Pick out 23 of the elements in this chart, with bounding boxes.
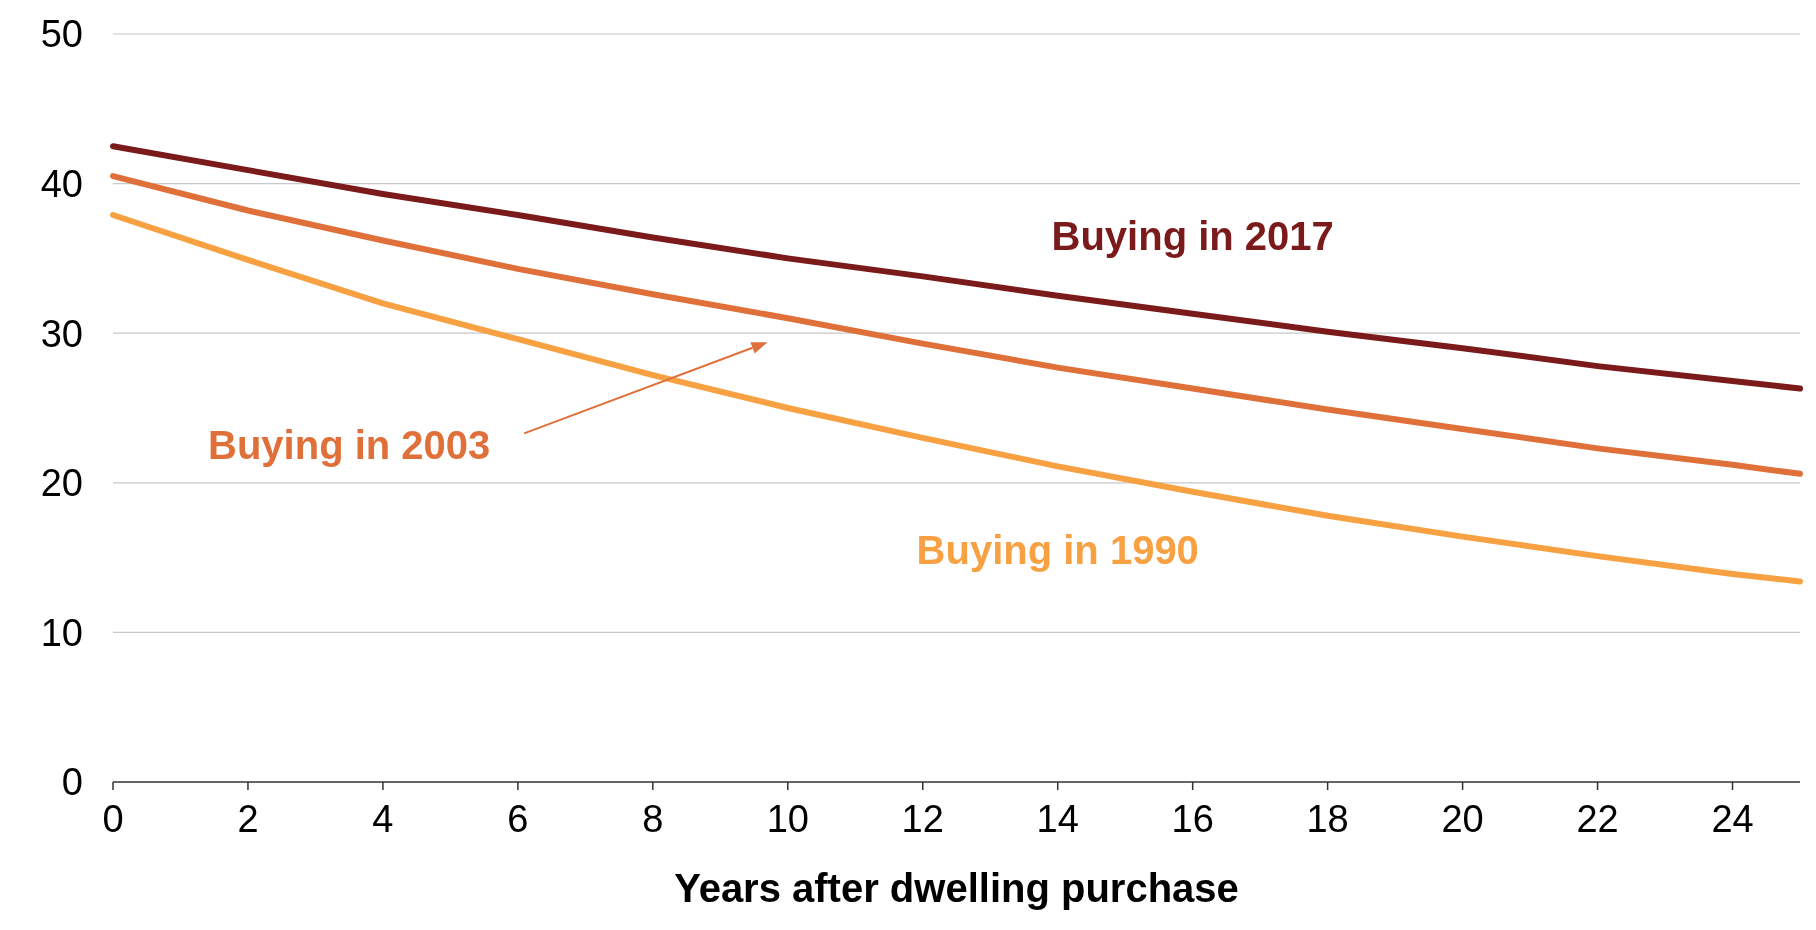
x-axis-title: Years after dwelling purchase [674,866,1239,910]
x-tick-label: 22 [1576,798,1619,840]
text: Buying in 2003 [208,423,491,468]
x-tick-label: 14 [1036,798,1079,840]
x-tick-label: 8 [642,798,664,840]
y-tick-label: 10 [40,611,83,654]
x-tick-label: 10 [766,798,809,840]
x-tick-label: 16 [1171,798,1214,840]
y-tick-label: 50 [40,13,83,56]
x-tick-label: 12 [901,798,944,840]
x-tick-label: 4 [372,798,394,840]
x-tick-label: 0 [102,798,124,840]
series-label: Buying in 2017 [1051,213,1334,258]
y-tick-label: 30 [40,312,83,355]
x-tick-label: 18 [1306,798,1349,840]
y-tick-label: 20 [40,462,83,505]
x-tick-label: 24 [1711,798,1754,840]
series-label: Buying in 1990 [916,528,1199,573]
x-tick-label: 20 [1441,798,1484,840]
y-tick-label: 40 [40,162,83,205]
y-tick-label: 0 [61,761,83,804]
x-tick-label: 6 [507,798,529,840]
x-tick-label: 2 [237,798,259,840]
